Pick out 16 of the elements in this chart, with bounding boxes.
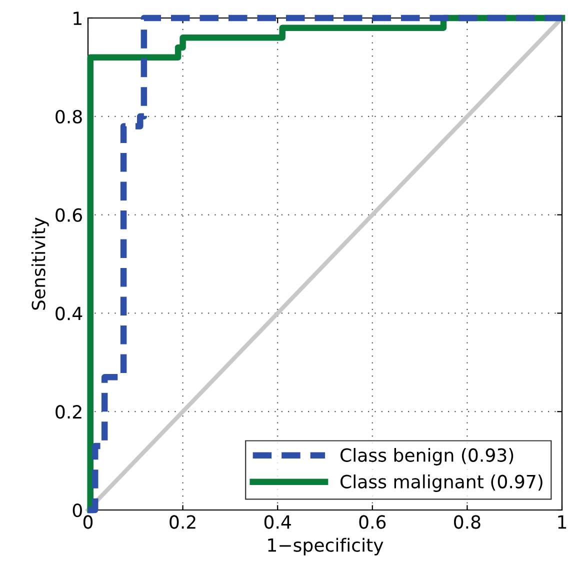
x-tick-label: 0 [83,515,93,529]
y-tick-label: 0 [72,503,82,518]
x-tick-label: 0.2 [170,515,196,529]
y-tick-label: 1 [74,12,82,25]
x-tick-label: 0.8 [454,515,480,529]
y-tick-label: 0.6 [56,208,82,222]
legend-label: Class benign (0.93) [340,448,514,466]
x-tick-label: 0.4 [264,515,291,529]
y-tick-label: 0.4 [56,306,82,320]
y-tick-label: 0.2 [56,405,82,419]
y-axis-title: Sensitivity [31,218,49,310]
x-axis-title: 1−specificity [268,538,384,556]
x-tick-label: 0.6 [359,515,386,529]
legend-label: Class malignant (0.97) [340,474,542,492]
y-tick-label: 0.8 [56,110,82,124]
x-tick-label: 1 [558,515,566,529]
